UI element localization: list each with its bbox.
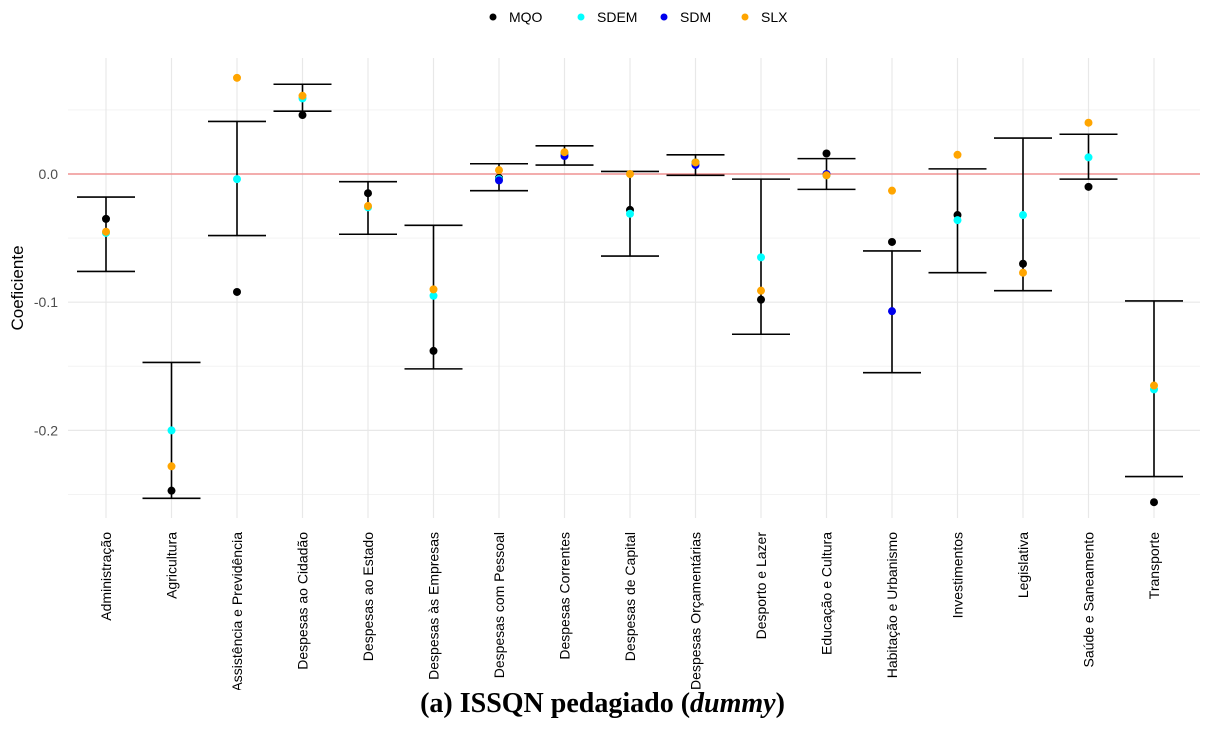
point-slx-16 [1150, 381, 1158, 390]
point-slx-13 [953, 150, 962, 159]
point-slx-6 [495, 166, 503, 175]
x-tick-label-14: Legislativa [1015, 532, 1031, 598]
x-tick-label-7: Despesas Correntes [557, 532, 573, 660]
point-mqo-5 [429, 346, 438, 355]
x-tick-label-5: Despesas às Empresas [426, 532, 442, 680]
point-sdem-14 [1019, 211, 1027, 220]
point-mqo-2 [233, 287, 241, 296]
point-slx-9 [691, 158, 700, 167]
legend-marker-sdm [660, 13, 668, 21]
point-sdm-12 [888, 307, 896, 316]
point-sdm-6 [495, 176, 503, 185]
x-tick-label-8: Despesas de Capital [622, 532, 638, 661]
point-slx-2 [233, 73, 241, 82]
x-tick-label-11: Educação e Cultura [819, 532, 835, 655]
point-sdem-10 [757, 253, 765, 262]
point-slx-12 [888, 186, 896, 195]
point-slx-1 [167, 462, 176, 471]
point-sdem-1 [167, 426, 176, 435]
caption-italic: dummy [690, 688, 776, 719]
caption-suffix: ) [775, 688, 785, 719]
point-sdem-2 [233, 175, 241, 184]
x-tick-label-10: Desporto e Lazer [753, 532, 769, 640]
point-mqo-15 [1084, 182, 1093, 191]
x-tick-label-1: Agricultura [164, 532, 180, 599]
chart: 0.0 -0.1 -0.2 Coeficiente Administração Agric… [8, 9, 1200, 690]
point-mqo-4 [364, 189, 372, 198]
point-slx-0 [102, 227, 110, 236]
point-mqo-16 [1150, 498, 1158, 507]
point-slx-14 [1019, 268, 1027, 277]
point-sdem-5 [429, 291, 438, 300]
point-sdem-13 [953, 216, 962, 225]
legend-marker-sdem [577, 13, 585, 21]
legend-marker-mqo [489, 13, 497, 21]
x-tick-label-15: Saúde e Saneamento [1081, 532, 1097, 668]
y-tick-label-0: 0.0 [39, 166, 59, 182]
figure-caption: (a) ISSQN pedagiado (dummy) [0, 688, 1205, 720]
point-sdem-8 [626, 209, 634, 218]
x-tick-label-4: Despesas ao Estado [360, 532, 376, 661]
point-slx-11 [822, 171, 831, 180]
y-tick-label-2: -0.2 [34, 422, 58, 438]
x-tick-label-3: Despesas ao Cidadão [295, 532, 311, 670]
x-tick-label-16: Transporte [1146, 532, 1162, 599]
point-slx-15 [1084, 118, 1093, 127]
x-tick-label-0: Administração [98, 532, 114, 621]
legend-marker-slx [741, 13, 749, 21]
y-axis-label: Coeficiente [8, 245, 27, 330]
point-slx-5 [429, 285, 438, 294]
point-mqo-10 [757, 295, 765, 304]
point-slx-10 [757, 286, 765, 295]
x-tick-label-6: Despesas com Pessoal [491, 532, 507, 678]
legend-label-sdm: SDM [680, 9, 711, 25]
x-tick-label-2: Assistência e Previdência [229, 532, 245, 690]
y-tick-label-1: -0.1 [34, 294, 58, 310]
point-mqo-1 [167, 486, 176, 495]
legend-label-sdem: SDEM [597, 9, 637, 25]
point-slx-8 [626, 170, 634, 178]
point-mqo-3 [298, 111, 307, 120]
point-mqo-14 [1019, 259, 1027, 268]
point-slx-3 [298, 91, 307, 100]
point-mqo-12 [888, 237, 896, 246]
x-tick-label-9: Despesas Orçamentárias [688, 532, 704, 690]
legend-label-slx: SLX [761, 9, 788, 25]
x-tick-label-12: Habitação e Urbanismo [884, 532, 900, 679]
point-sdem-15 [1084, 153, 1093, 162]
point-slx-4 [364, 202, 372, 211]
point-mqo-11 [822, 149, 831, 158]
x-tick-label-13: Investimentos [950, 532, 966, 618]
legend-label-mqo: MQO [509, 9, 543, 25]
point-mqo-0 [102, 214, 110, 223]
caption-prefix: (a) ISSQN pedagiado ( [420, 688, 691, 719]
point-slx-7 [560, 148, 569, 157]
